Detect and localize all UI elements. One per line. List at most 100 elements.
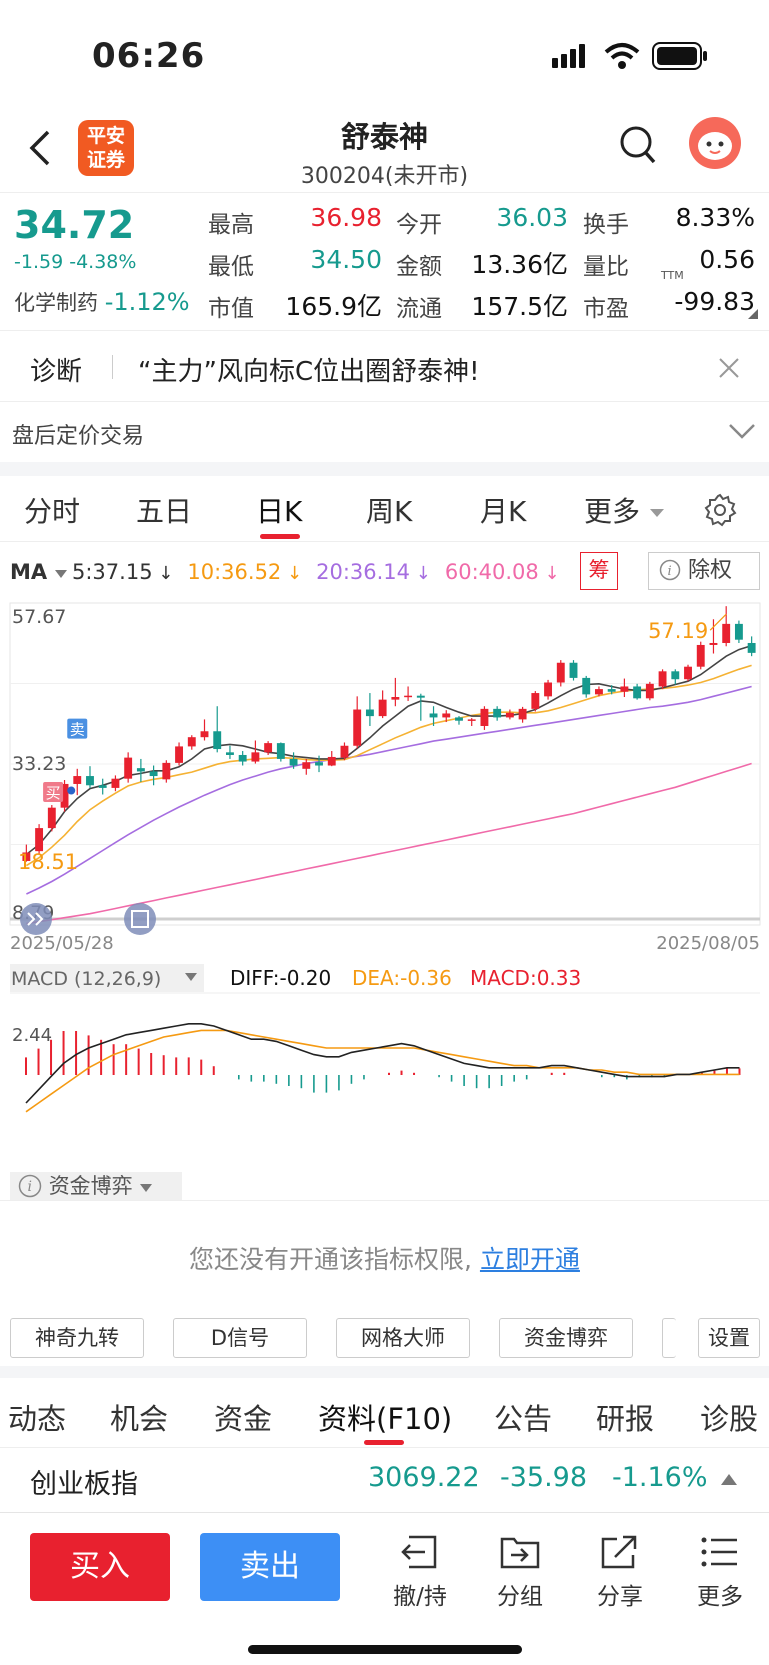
group-icon <box>500 1537 540 1569</box>
candle-body <box>734 623 743 640</box>
sell-signal-text: 卖 <box>70 721 85 739</box>
k-line-chart-svg[interactable]: 57.6733.238.792025/05/282025/08/0557.191… <box>0 598 769 1178</box>
candle-body <box>429 713 438 718</box>
y-label-mid: 33.23 <box>12 753 66 775</box>
ma60-line <box>26 762 752 925</box>
more-icon <box>701 1537 737 1567</box>
down-arrow-icon: ↓ <box>281 563 303 584</box>
quote-panel: 34.72 -1.59 -4.38% 化学制药 -1.12% 最高 36.98 今开… <box>0 192 769 328</box>
back-arrow-icon[interactable] <box>26 128 56 168</box>
search-icon[interactable] <box>618 124 658 166</box>
index-value: 3069.22 <box>368 1462 480 1493</box>
dropdown-triangle-icon <box>185 973 197 981</box>
close-icon[interactable] <box>718 357 740 379</box>
chip-distribution-button[interactable]: 筹 <box>580 552 618 590</box>
ma10-value: 10:36.52 ↓ <box>187 560 302 584</box>
activate-link[interactable]: 立即开通 <box>479 1245 580 1274</box>
ma10-value-text: 10:36.52 <box>187 560 282 584</box>
info-tabs: 动态 机会 资金 资料(F10) 公告 研报 诊股 <box>0 1382 769 1448</box>
sector-info[interactable]: 化学制药 -1.12% <box>14 287 190 317</box>
candle-body <box>124 757 133 779</box>
tab-announcements[interactable]: 公告 <box>494 1402 553 1436</box>
diagnosis-text: “主力”风向标C位出圈舒泰神! <box>138 357 480 387</box>
ma-selector[interactable]: MA <box>10 560 68 584</box>
tool-grid-master[interactable]: 网格大师 <box>336 1318 470 1358</box>
ma5-value-text: 5:37.15 <box>72 560 153 584</box>
last-price: 34.72 <box>14 203 135 247</box>
candle-body <box>136 768 145 772</box>
sector-change: -1.12% <box>104 288 190 316</box>
ma60-value: 60:40.08 ↓ <box>445 560 560 584</box>
buy-button[interactable]: 买入 <box>30 1533 170 1601</box>
candle-body <box>467 719 476 721</box>
after-hours-label: 盘后定价交易 <box>12 424 145 449</box>
group-button[interactable]: 分组 <box>480 1533 560 1611</box>
active-tab-indicator <box>364 1440 404 1445</box>
tool-nine-turns[interactable]: 神奇九转 <box>10 1318 144 1358</box>
tool-partial[interactable] <box>662 1318 676 1358</box>
withdraw-icon <box>401 1535 437 1569</box>
candle-body <box>35 828 44 852</box>
macd-label: MACD (12,26,9) <box>11 968 161 990</box>
tab-more[interactable]: 更多 <box>584 490 665 530</box>
fund-game-selector[interactable]: i 资金博弈 <box>10 1172 182 1200</box>
permission-notice: 您还没有开通该指标权限, 立即开通 <box>0 1240 769 1276</box>
tab-opportunity[interactable]: 机会 <box>110 1402 169 1436</box>
macd-diff-value: DIFF:-0.20 <box>230 966 331 990</box>
tab-intraday[interactable]: 分时 <box>24 495 81 528</box>
status-bar: 06:26 <box>0 0 769 110</box>
ma-legend: MA 5:37.15 ↓ 10:36.52 ↓ 20:36.14 ↓ 60:40.08… <box>0 552 769 592</box>
wifi-icon <box>604 43 640 69</box>
tool-d-signal[interactable]: D信号 <box>173 1318 307 1358</box>
tab-weekly-k[interactable]: 周K <box>366 495 413 528</box>
macd-y-label: 2.44 <box>12 1025 52 1046</box>
ma20-value-text: 20:36.14 <box>316 560 411 584</box>
tab-five-day[interactable]: 五日 <box>136 495 193 528</box>
pe-ratio-label: 市盈 <box>583 296 629 322</box>
gear-icon[interactable] <box>702 492 738 528</box>
more-button[interactable]: 更多 <box>680 1533 760 1611</box>
candle-body <box>213 731 222 750</box>
more-label: 更多 <box>697 1584 743 1610</box>
share-button[interactable]: 分享 <box>580 1533 660 1611</box>
candle-body <box>365 709 374 717</box>
mascot-avatar-icon[interactable] <box>688 116 742 170</box>
tab-monthly-k[interactable]: 月K <box>480 495 527 528</box>
trade-action-bar: 买入 卖出 撤/持 分组 分享 更多 <box>0 1512 769 1665</box>
tab-research[interactable]: 研报 <box>596 1402 655 1436</box>
k-line-chart[interactable]: 57.6733.238.792025/05/282025/08/0557.191… <box>0 598 769 1178</box>
candle-body <box>98 785 107 788</box>
candle-body <box>684 666 692 680</box>
zoom-icon <box>131 910 149 928</box>
candle-body <box>327 756 336 766</box>
tab-daily-k[interactable]: 日K <box>256 495 303 528</box>
sell-button[interactable]: 卖出 <box>200 1533 340 1601</box>
after-hours-trading[interactable]: 盘后定价交易 <box>0 402 769 462</box>
candle-body <box>671 671 680 680</box>
tool-fund-game[interactable]: 资金博弈 <box>499 1318 633 1358</box>
candle-body <box>455 717 463 721</box>
tab-f10[interactable]: 资料(F10) <box>318 1402 453 1436</box>
candle-body <box>238 754 247 762</box>
ex-rights-button[interactable]: i 除权 <box>648 552 760 590</box>
candle-body <box>289 758 298 766</box>
candle-body <box>264 743 273 753</box>
dropdown-triangle-icon <box>55 570 68 578</box>
dea-line <box>25 1029 740 1113</box>
candle-body <box>493 708 502 718</box>
diagnosis-bar[interactable]: 诊断 “主力”风向标C位出圈舒泰神! <box>0 330 769 402</box>
pe-ratio-value: -99.83 <box>674 287 755 316</box>
tab-diagnosis[interactable]: 诊股 <box>700 1402 759 1436</box>
tab-news[interactable]: 动态 <box>8 1402 67 1436</box>
x-label-start: 2025/05/28 <box>10 933 114 954</box>
index-ticker[interactable]: 创业板指 3069.22 -35.98 -1.16% <box>0 1450 769 1510</box>
stock-header: 平安证券 舒泰神 300204(未开市) <box>0 110 769 192</box>
candle-body <box>607 689 616 692</box>
chevron-down-icon[interactable] <box>728 422 756 440</box>
tab-capital[interactable]: 资金 <box>214 1402 273 1436</box>
candle-body <box>162 762 171 780</box>
withdraw-hold-button[interactable]: 撤/持 <box>380 1533 460 1611</box>
tool-settings[interactable]: 设置 <box>698 1318 760 1358</box>
candle-body <box>111 778 120 788</box>
triangle-up-icon[interactable] <box>720 1472 738 1486</box>
